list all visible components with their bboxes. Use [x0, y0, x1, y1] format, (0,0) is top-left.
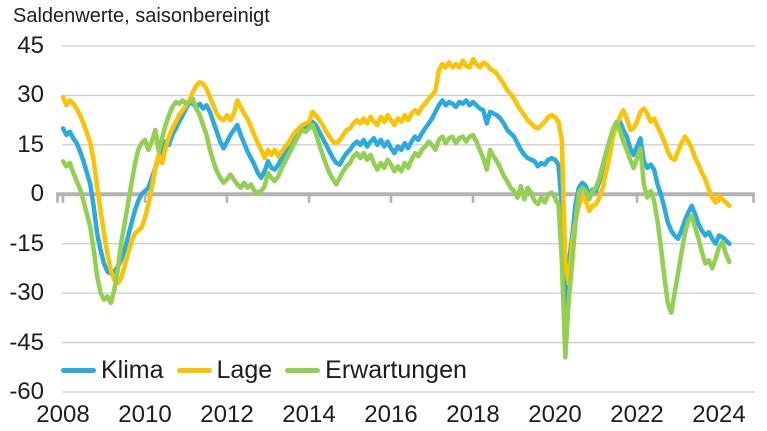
x-axis-label: 2014: [282, 401, 336, 428]
legend-label-lage: Lage: [216, 356, 273, 384]
y-axis-label: -15: [9, 229, 44, 257]
y-axis-label: 0: [30, 180, 44, 208]
x-axis-label: 2022: [610, 401, 664, 428]
x-axis-label: 2020: [528, 401, 582, 428]
chart-title: Saldenwerte, saisonbereinigt: [13, 5, 270, 27]
legend-item-lage: Lage: [176, 355, 273, 385]
y-axis-label: -30: [9, 279, 44, 307]
y-axis-label: -60: [9, 378, 44, 405]
x-axis-label: 2018: [446, 401, 500, 428]
x-axis-label: 2024: [692, 401, 746, 428]
series-line-erwartungen: [60, 96, 732, 360]
y-axis-label: -45: [9, 328, 44, 356]
legend-item-erwartungen: Erwartungen: [285, 355, 467, 385]
erwartungen-line-swatch: [285, 367, 321, 373]
x-axis-label: 2012: [200, 401, 254, 428]
x-axis-label: 2016: [364, 401, 418, 428]
klima-line-swatch: [61, 367, 96, 373]
legend-label-erwartungen: Erwartungen: [325, 356, 467, 384]
x-axis-label: 2008: [36, 401, 90, 428]
legend-label-klima: Klima: [101, 356, 164, 384]
x-axis-label: 2010: [118, 401, 172, 428]
lage-line-swatch: [176, 367, 212, 373]
legend: Klima Lage Erwartungen: [61, 355, 467, 385]
y-axis-label: 30: [17, 81, 44, 109]
legend-item-klima: Klima: [61, 355, 164, 385]
y-axis-label: 45: [17, 32, 44, 60]
y-axis-label: 15: [17, 130, 44, 158]
